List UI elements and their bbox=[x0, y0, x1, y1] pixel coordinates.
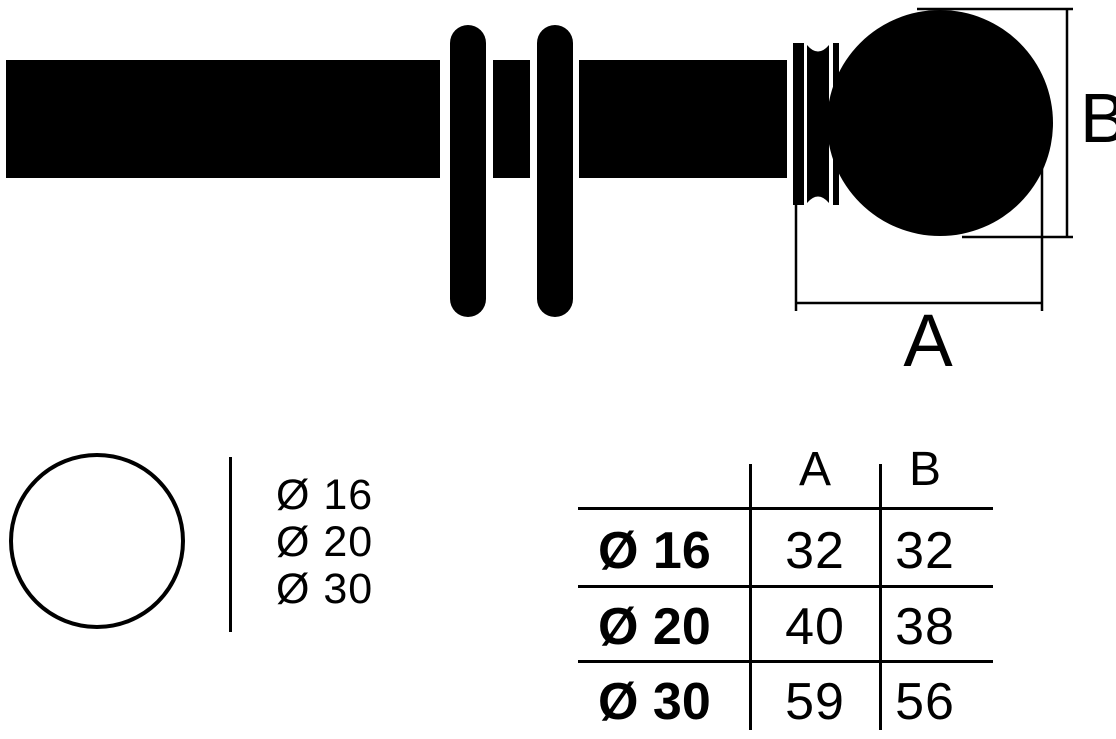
table-cell-30-b: 56 bbox=[895, 673, 955, 731]
dim-a-label: A bbox=[903, 299, 953, 382]
finial-neck-collar bbox=[807, 45, 829, 203]
legend-divider-line bbox=[229, 457, 232, 632]
table-vline-1 bbox=[749, 464, 752, 730]
legend-item-diameter-16: Ø 16 bbox=[276, 471, 374, 519]
table-hline-2 bbox=[578, 585, 993, 588]
rod-segment-left bbox=[6, 60, 440, 178]
diameter-circle-glyph bbox=[9, 453, 185, 629]
curtain-ring-2 bbox=[537, 25, 573, 317]
curtain-ring-1 bbox=[450, 25, 486, 317]
ball-finial bbox=[827, 10, 1053, 236]
rod-segment-middle bbox=[493, 60, 530, 178]
table-hline-1 bbox=[578, 507, 993, 510]
legend-item-diameter-20: Ø 20 bbox=[276, 518, 374, 566]
finial-neck-bar-1 bbox=[793, 43, 804, 205]
table-header-b: B bbox=[908, 443, 942, 496]
table-cell-30-a: 59 bbox=[785, 673, 845, 731]
rod-segment-right bbox=[579, 60, 787, 178]
table-cell-16-a: 32 bbox=[785, 522, 845, 580]
legend-item-diameter-30: Ø 30 bbox=[276, 565, 374, 613]
table-row-label-20: Ø 20 bbox=[598, 598, 711, 656]
dim-b-label: B bbox=[1080, 79, 1116, 157]
table-row-label-30: Ø 30 bbox=[598, 673, 711, 731]
rod-finial-diagram: A B bbox=[6, 7, 1116, 382]
table-vline-2 bbox=[879, 464, 882, 730]
table-cell-20-b: 38 bbox=[895, 598, 955, 656]
table-header-a: A bbox=[798, 443, 832, 496]
table-cell-20-a: 40 bbox=[785, 598, 845, 656]
table-cell-16-b: 32 bbox=[895, 522, 955, 580]
table-row-label-16: Ø 16 bbox=[598, 522, 711, 580]
table-hline-3 bbox=[578, 660, 993, 663]
